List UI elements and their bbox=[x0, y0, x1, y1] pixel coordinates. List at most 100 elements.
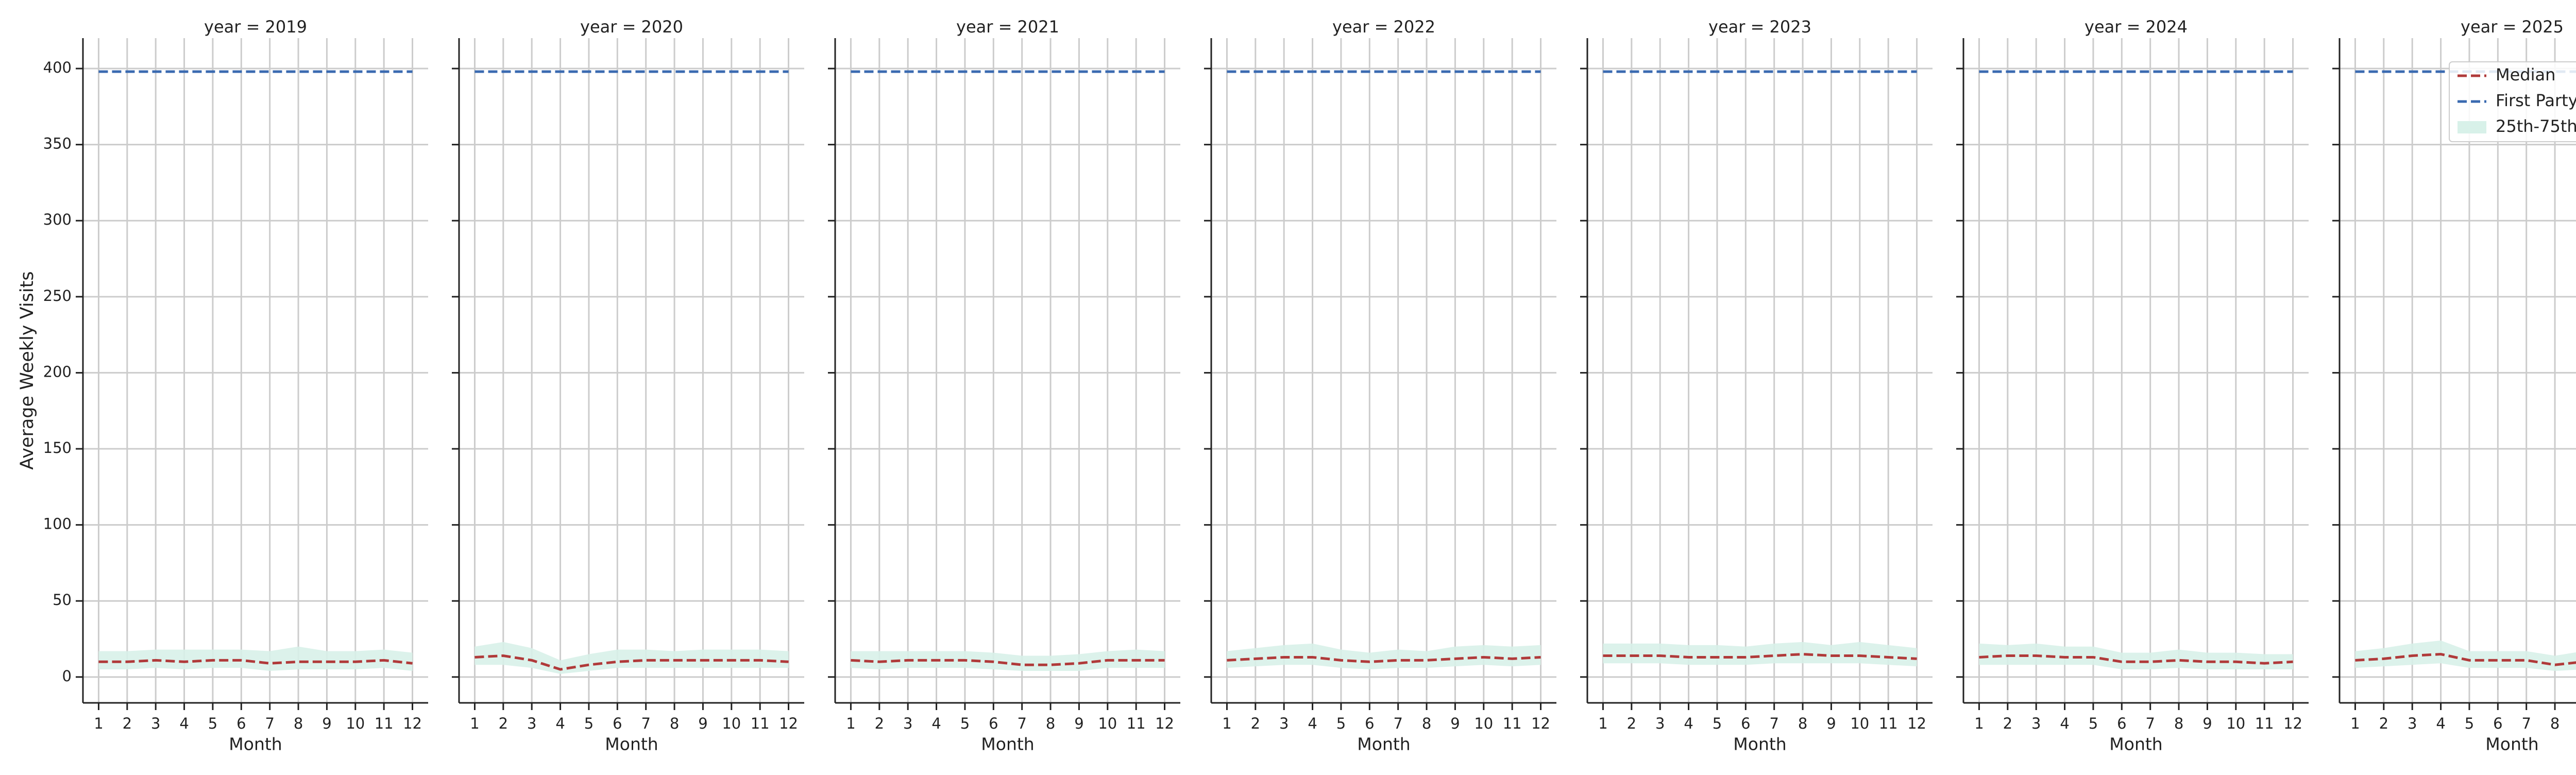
x-axis-label: Month bbox=[2109, 734, 2162, 754]
x-tick-label: 2 bbox=[875, 715, 884, 732]
legend-label: First Party Median bbox=[2496, 91, 2576, 110]
x-tick-label: 8 bbox=[2550, 715, 2560, 732]
x-tick-label: 5 bbox=[208, 715, 217, 732]
x-tick-label: 12 bbox=[1531, 715, 1550, 732]
panel-title: year = 2022 bbox=[1332, 17, 1435, 37]
x-tick-label: 1 bbox=[2350, 715, 2360, 732]
series-line bbox=[1603, 653, 1917, 660]
series-line bbox=[1227, 655, 1541, 663]
y-tick-label: 250 bbox=[43, 287, 72, 305]
x-tick-label: 9 bbox=[1074, 715, 1083, 732]
x-tick-label: 4 bbox=[179, 715, 189, 732]
x-tick-label: 6 bbox=[2493, 715, 2502, 732]
x-tick-label: 9 bbox=[1450, 715, 1460, 732]
legend-label: 25th-75th Percentile bbox=[2496, 116, 2576, 136]
panel-title: year = 2019 bbox=[204, 17, 307, 37]
x-tick-label: 1 bbox=[1974, 715, 1984, 732]
x-axis-label: Month bbox=[1357, 734, 1410, 754]
y-tick-label: 300 bbox=[43, 211, 72, 228]
x-tick-label: 6 bbox=[989, 715, 998, 732]
panel-title: year = 2023 bbox=[1708, 17, 1811, 37]
legend-swatch bbox=[2458, 121, 2486, 133]
x-tick-label: 6 bbox=[236, 715, 246, 732]
x-tick-label: 5 bbox=[1713, 715, 1722, 732]
x-tick-label: 10 bbox=[1474, 715, 1493, 732]
x-tick-label: 2 bbox=[499, 715, 508, 732]
y-tick-label: 400 bbox=[43, 59, 72, 76]
panel-title: year = 2025 bbox=[2461, 17, 2564, 37]
x-tick-label: 6 bbox=[1741, 715, 1750, 732]
y-tick-label: 350 bbox=[43, 135, 72, 153]
x-tick-label: 6 bbox=[1365, 715, 1374, 732]
x-tick-label: 2 bbox=[1627, 715, 1636, 732]
x-tick-label: 7 bbox=[641, 715, 650, 732]
percentile-band bbox=[1603, 642, 1917, 667]
x-tick-label: 10 bbox=[1098, 715, 1117, 732]
series-line bbox=[98, 659, 413, 665]
x-tick-label: 8 bbox=[2174, 715, 2183, 732]
series-line bbox=[2355, 653, 2576, 666]
x-tick-label: 9 bbox=[322, 715, 331, 732]
x-tick-label: 8 bbox=[1422, 715, 1431, 732]
x-tick-label: 4 bbox=[2436, 715, 2445, 732]
panel-title: year = 2024 bbox=[2084, 17, 2188, 37]
x-tick-label: 3 bbox=[903, 715, 912, 732]
x-tick-label: 7 bbox=[1393, 715, 1402, 732]
x-tick-label: 12 bbox=[1907, 715, 1926, 732]
x-axis-label: Month bbox=[1733, 734, 1786, 754]
x-tick-label: 5 bbox=[2089, 715, 2098, 732]
legend-label: Median bbox=[2496, 65, 2555, 85]
y-tick-label: 100 bbox=[43, 515, 72, 533]
x-tick-label: 12 bbox=[1155, 715, 1174, 732]
x-axis-label: Month bbox=[229, 734, 282, 754]
x-tick-label: 8 bbox=[294, 715, 303, 732]
y-tick-label: 50 bbox=[53, 591, 72, 609]
x-axis-label: Month bbox=[2485, 734, 2538, 754]
x-tick-label: 8 bbox=[670, 715, 679, 732]
x-tick-label: 10 bbox=[346, 715, 365, 732]
x-tick-label: 1 bbox=[470, 715, 479, 732]
x-tick-label: 2 bbox=[2379, 715, 2388, 732]
x-tick-label: 10 bbox=[2226, 715, 2245, 732]
x-tick-label: 1 bbox=[846, 715, 855, 732]
y-tick-label: 200 bbox=[43, 363, 72, 380]
x-tick-label: 10 bbox=[1850, 715, 1869, 732]
x-axis-label: Month bbox=[981, 734, 1034, 754]
x-tick-label: 8 bbox=[1046, 715, 1055, 732]
x-tick-label: 12 bbox=[779, 715, 798, 732]
x-tick-label: 5 bbox=[1336, 715, 1346, 732]
x-tick-label: 11 bbox=[2255, 715, 2274, 732]
x-tick-label: 3 bbox=[2408, 715, 2417, 732]
y-axis-label: Average Weekly Visits bbox=[17, 271, 38, 469]
x-tick-label: 3 bbox=[527, 715, 536, 732]
x-tick-label: 7 bbox=[1769, 715, 1778, 732]
x-tick-label: 2 bbox=[123, 715, 132, 732]
x-tick-label: 7 bbox=[265, 715, 274, 732]
x-tick-label: 3 bbox=[1655, 715, 1665, 732]
percentile-band bbox=[1227, 643, 1541, 670]
x-tick-label: 2 bbox=[1251, 715, 1260, 732]
x-tick-label: 3 bbox=[2031, 715, 2041, 732]
x-tick-label: 7 bbox=[2145, 715, 2155, 732]
x-tick-label: 8 bbox=[1798, 715, 1807, 732]
y-tick-label: 150 bbox=[43, 439, 72, 457]
x-tick-label: 9 bbox=[1826, 715, 1836, 732]
x-tick-label: 3 bbox=[151, 715, 160, 732]
x-axis-label: Month bbox=[605, 734, 658, 754]
x-tick-label: 6 bbox=[613, 715, 622, 732]
percentile-band bbox=[98, 646, 413, 671]
x-tick-label: 9 bbox=[2202, 715, 2212, 732]
percentile-band bbox=[474, 642, 789, 674]
x-tick-label: 5 bbox=[584, 715, 594, 732]
x-tick-label: 3 bbox=[1279, 715, 1289, 732]
x-tick-label: 5 bbox=[2465, 715, 2474, 732]
x-tick-label: 12 bbox=[2283, 715, 2302, 732]
x-tick-label: 1 bbox=[1222, 715, 1231, 732]
panel-title: year = 2020 bbox=[580, 17, 683, 37]
x-tick-label: 9 bbox=[698, 715, 707, 732]
x-tick-label: 11 bbox=[751, 715, 770, 732]
percentile-band bbox=[2355, 640, 2576, 671]
x-tick-label: 7 bbox=[1017, 715, 1026, 732]
